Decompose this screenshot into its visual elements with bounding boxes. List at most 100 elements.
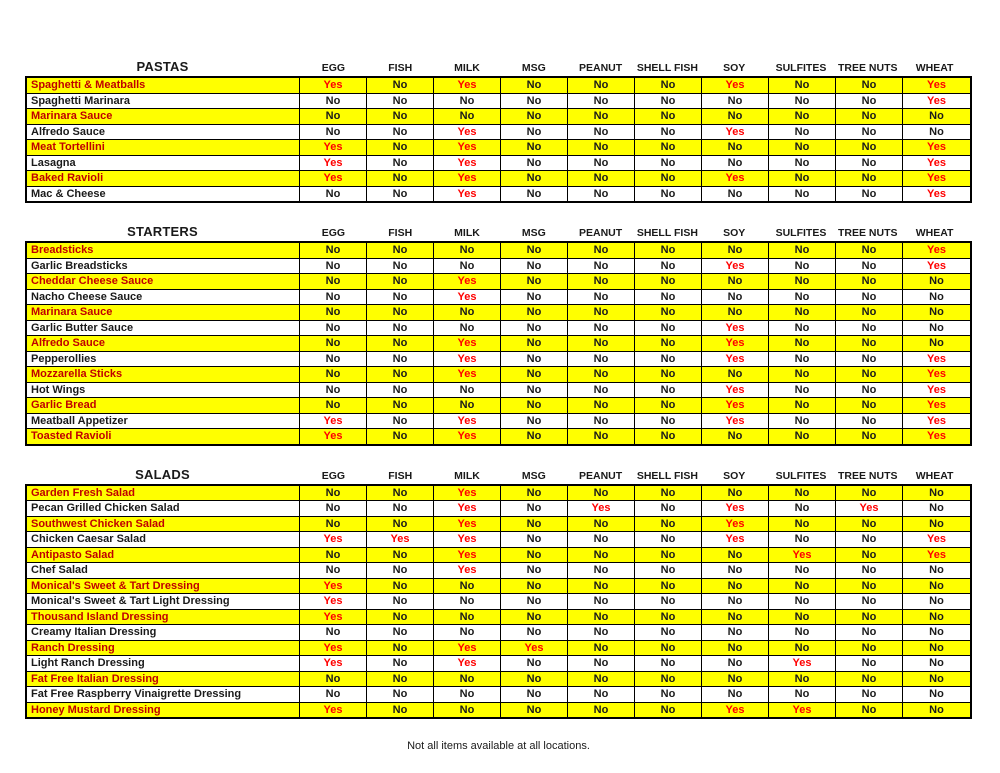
allergen-value-cell: No [367,429,434,444]
allergen-value-cell: Yes [769,547,836,562]
allergen-value-cell: No [367,609,434,624]
allergen-value-cell: No [434,109,501,124]
allergen-value-cell: Yes [300,155,367,170]
allergen-value-cell: No [635,320,702,335]
allergen-value-cell: No [702,563,769,578]
allergen-column-header: MSG [521,469,546,482]
item-name-cell: Marinara Sauce [27,109,300,124]
allergen-value-cell: No [501,124,568,139]
allergen-value-cell: Yes [434,171,501,186]
allergen-column-header: EGG [321,62,346,74]
allergen-value-cell: No [300,563,367,578]
allergen-value-cell: No [367,594,434,609]
allergen-value-cell: No [501,485,568,500]
menu-item-row: Meat Tortellini Yes No Yes No No No No No No Yes [27,140,970,156]
allergen-column-header: MILK [454,469,480,482]
allergen-value-cell: No [501,398,568,413]
allergen-value-cell: Yes [300,609,367,624]
allergen-value-cell: No [702,671,769,686]
allergen-value-cell: No [300,547,367,562]
item-name-cell: Nacho Cheese Sauce [27,289,300,304]
item-name-cell: Mac & Cheese [27,186,300,201]
allergen-value-cell: No [702,547,769,562]
allergen-value-cell: Yes [434,532,501,547]
allergen-value-cell: No [434,702,501,717]
allergen-value-cell: No [367,320,434,335]
allergen-value-cell: No [769,93,836,108]
allergen-value-cell: No [635,124,702,139]
allergen-value-cell: No [367,671,434,686]
menu-item-row: Garlic Bread No No No No No No Yes No No Yes [27,398,970,414]
allergen-value-cell: No [568,186,635,201]
allergen-value-cell: Yes [300,656,367,671]
allergen-value-cell: No [929,486,944,499]
allergen-value-cell: No [568,532,635,547]
allergen-value-cell: No [836,413,903,428]
allergen-value-cell: No [568,367,635,382]
allergen-value-cell: No [702,609,769,624]
allergen-value-cell: No [836,687,903,702]
item-name-cell: Thousand Island Dressing [27,609,300,624]
menu-item-row: Lasagna Yes No Yes No No No No No No Yes [27,155,970,171]
allergen-value-cell: Yes [702,702,769,717]
menu-item-row: Cheddar Cheese Sauce No No Yes No No No No No No N… [27,274,970,290]
allergen-value-cell: No [836,382,903,397]
allergen-value-cell: No [434,243,501,258]
allergen-value-cell: Yes [300,594,367,609]
menu-item-row: Fat Free Italian Dressing No No No No No No No N… [27,671,970,687]
allergen-value-cell: No [501,382,568,397]
allergen-value-cell: No [836,625,903,640]
allergen-value-cell: No [635,171,702,186]
allergen-value-cell: No [929,517,944,530]
allergen-value-cell: No [300,501,367,516]
allergen-value-cell: Yes [927,94,946,107]
allergen-value-cell: Yes [434,274,501,289]
allergen-value-cell: Yes [702,516,769,531]
allergen-value-cell: Yes [434,155,501,170]
menu-item-row: Chef Salad No No Yes No No No No No No No [27,563,970,579]
allergen-value-cell: No [568,485,635,500]
allergen-value-cell: No [836,320,903,335]
item-name-cell: Toasted Ravioli [27,429,300,444]
item-name-cell: Alfredo Sauce [27,336,300,351]
allergen-value-cell: No [300,93,367,108]
allergen-value-cell: No [635,382,702,397]
allergen-value-cell: No [300,336,367,351]
allergen-value-cell: No [769,258,836,273]
allergen-value-cell: No [635,578,702,593]
allergen-value-cell: No [434,398,501,413]
allergen-column-header: FISH [388,469,413,482]
allergen-column-header: SOY [723,62,746,74]
allergen-value-cell: No [501,429,568,444]
allergen-value-cell: No [702,429,769,444]
allergen-value-cell: No [300,186,367,201]
allergen-value-cell: No [300,382,367,397]
allergen-value-cell: No [367,382,434,397]
allergen-value-cell: Yes [434,516,501,531]
allergen-value-cell: No [635,258,702,273]
allergen-value-cell: No [769,671,836,686]
allergen-value-cell: No [635,413,702,428]
allergen-value-cell: Yes [769,702,836,717]
allergen-column-header: EGG [321,227,346,239]
allergen-value-cell: No [929,110,944,123]
allergen-value-cell: No [434,320,501,335]
section-title: PASTAS [136,59,189,74]
allergen-value-cell: No [635,351,702,366]
allergen-value-cell: No [367,336,434,351]
allergen-value-cell: No [702,485,769,500]
allergen-value-cell: No [568,640,635,655]
allergen-value-cell: No [929,595,944,608]
item-name-cell: Fat Free Raspberry Vinaigrette Dressing [27,687,300,702]
allergen-value-cell: No [769,413,836,428]
allergen-value-cell: No [769,289,836,304]
allergen-value-cell: No [635,93,702,108]
menu-item-row: Marinara Sauce No No No No No No No No No No [27,109,970,125]
allergen-value-cell: No [568,671,635,686]
allergen-column-header: TREE NUTS [838,62,898,74]
allergen-value-cell: No [769,305,836,320]
allergen-value-cell: No [367,124,434,139]
allergen-value-cell: No [702,687,769,702]
allergen-value-cell: No [367,640,434,655]
allergen-value-cell: No [501,687,568,702]
